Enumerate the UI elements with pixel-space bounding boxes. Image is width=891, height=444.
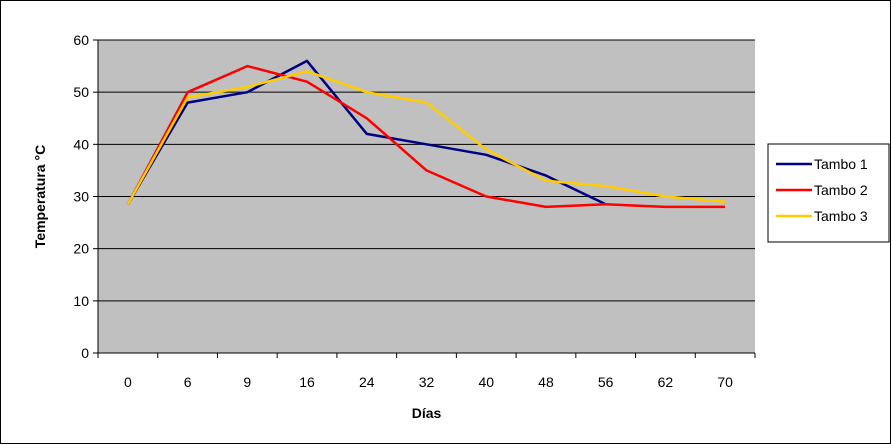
x-tick-label: 70 bbox=[717, 374, 733, 390]
x-tick-label: 9 bbox=[243, 374, 251, 390]
x-axis-title: Días bbox=[412, 405, 442, 421]
legend-label-tambo-3: Tambo 3 bbox=[814, 208, 868, 224]
series-line-tambo-1 bbox=[126, 59, 607, 206]
x-tick-label: 24 bbox=[359, 374, 375, 390]
y-tick-label: 20 bbox=[73, 241, 89, 257]
x-tick-label: 0 bbox=[124, 374, 132, 390]
x-tick-label: 40 bbox=[478, 374, 494, 390]
x-tick-label: 32 bbox=[419, 374, 435, 390]
x-tick-label: 16 bbox=[299, 374, 315, 390]
x-tick-label: 56 bbox=[598, 374, 614, 390]
legend: Tambo 1 Tambo 2 Tambo 3 bbox=[767, 143, 890, 243]
x-axis-ticks: 0 6 9 16 24 32 40 48 56 62 70 bbox=[97, 353, 756, 390]
y-tick-label: 60 bbox=[73, 32, 89, 48]
legend-box bbox=[767, 143, 890, 243]
legend-label-tambo-2: Tambo 2 bbox=[814, 182, 868, 198]
x-tick-label: 6 bbox=[184, 374, 192, 390]
y-axis-ticks: 0 10 20 30 40 50 60 bbox=[73, 32, 98, 361]
y-tick-label: 10 bbox=[73, 293, 89, 309]
x-tick-label: 48 bbox=[538, 374, 554, 390]
y-tick-label: 0 bbox=[81, 345, 89, 361]
series-line-tambo-3 bbox=[126, 70, 726, 205]
series-lines bbox=[126, 59, 726, 209]
grid-lines bbox=[98, 39, 755, 302]
y-axis-title: Temperatura °C bbox=[32, 145, 48, 248]
y-tick-label: 30 bbox=[73, 189, 89, 205]
x-tick-label: 62 bbox=[658, 374, 674, 390]
y-tick-label: 40 bbox=[73, 136, 89, 152]
y-tick-label: 50 bbox=[73, 84, 89, 100]
series-line-tambo-2 bbox=[126, 64, 726, 209]
legend-label-tambo-1: Tambo 1 bbox=[814, 156, 868, 172]
